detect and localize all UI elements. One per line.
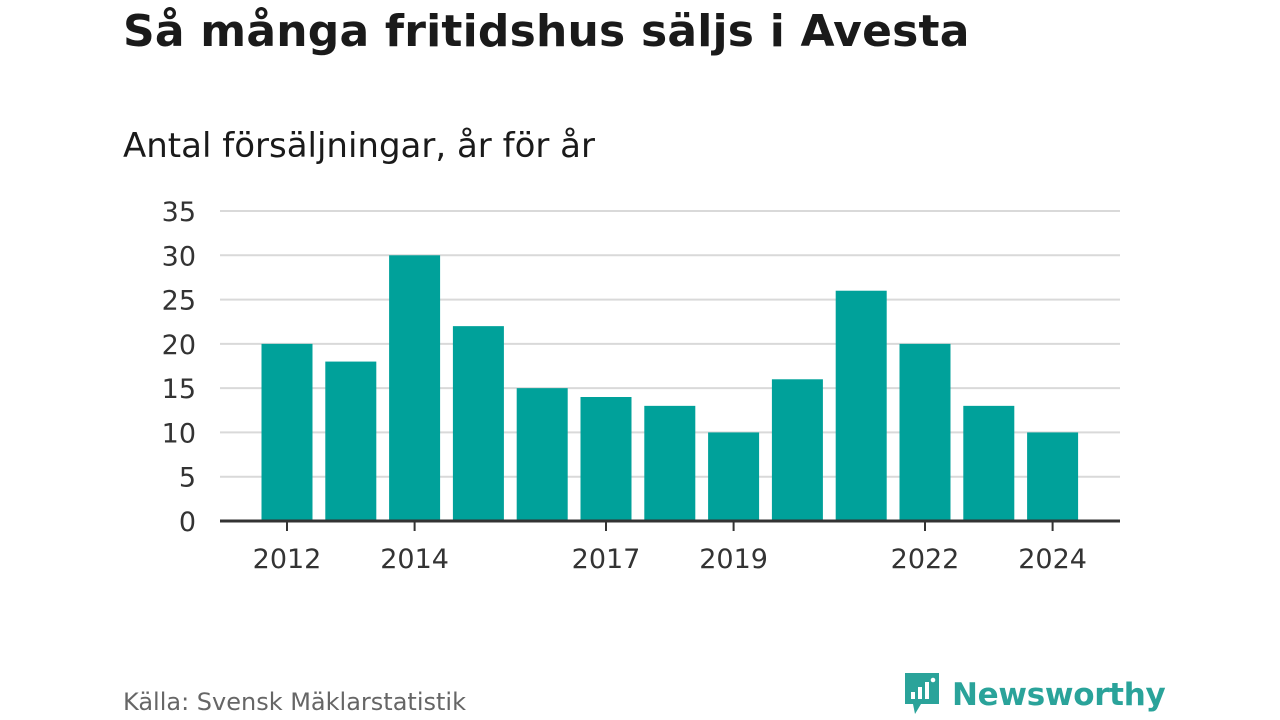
bar-2015 [452,326,504,521]
x-tick-label: 2019 [699,544,768,575]
y-axis-ticks: 0 5 10 15 20 25 30 35 [162,197,196,538]
chat-bar-chart-icon [905,673,939,714]
y-tick-label: 10 [162,418,196,449]
x-tick-label: 2014 [380,544,449,575]
bar-2019 [708,432,760,521]
brand-name: Newsworthy [952,677,1166,713]
bar-2017 [580,397,632,521]
chart-title: Så många fritidshus säljs i Avesta [123,6,970,57]
brand-logo: Newsworthy [902,670,1166,720]
bar-2016 [516,388,568,521]
bar-2023 [963,405,1015,521]
bar-2020 [771,379,823,521]
bar-2018 [644,405,696,521]
bar-2021 [835,290,887,521]
source-note: Källa: Svensk Mäklarstatistik [123,688,466,716]
bars [261,255,1079,522]
y-tick-label: 0 [179,507,196,538]
bar-2013 [325,361,377,521]
bar-2024 [1027,432,1079,521]
bar-2012 [261,343,313,521]
x-axis-ticks: 2012 2014 2017 2019 2022 2024 [253,521,1087,575]
x-tick-label: 2024 [1018,544,1087,575]
y-tick-label: 25 [162,286,196,317]
y-tick-label: 30 [162,241,196,272]
x-tick-label: 2017 [572,544,641,575]
bar-2022 [899,343,951,521]
x-tick-label: 2022 [891,544,960,575]
y-tick-label: 5 [179,463,196,494]
x-tick-label: 2012 [253,544,322,575]
y-tick-label: 35 [162,197,196,228]
bar-2014 [389,255,441,522]
chart-subtitle: Antal försäljningar, år för år [123,126,595,166]
y-tick-label: 20 [162,330,196,361]
y-tick-label: 15 [162,374,196,405]
